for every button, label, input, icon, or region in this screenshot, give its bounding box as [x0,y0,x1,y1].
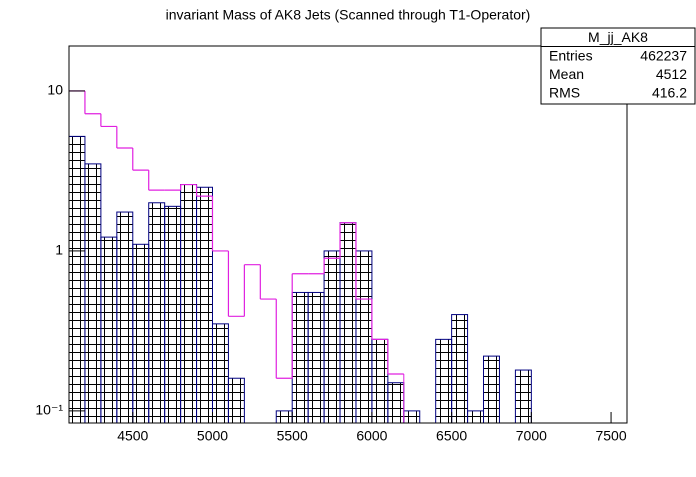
plot-frame [68,45,628,424]
hist-bar [355,250,373,424]
hist-bar-hatch [291,291,309,424]
stats-label: RMS [549,84,580,100]
hist-bar-hatch [148,202,166,424]
hist-bar [451,314,469,424]
hist-bar [84,163,102,424]
hist-bar-hatch [514,369,532,424]
hist-bar [148,202,166,424]
hist-bar-hatch [403,410,421,424]
hist-bar-hatch [355,250,373,424]
hist-bar [467,410,485,424]
x-tick-label: 6500 [436,428,467,444]
x-tick-label: 5500 [277,428,308,444]
hist-bar-hatch [84,163,102,424]
hist-bar-hatch [227,377,245,424]
stats-title: M_jj_AK8 [588,29,648,45]
hist-bar-hatch [196,186,213,424]
hist-bar [514,369,532,424]
hist-bar [339,222,357,424]
hist-bar [291,291,309,424]
hist-bar-hatch [451,314,469,424]
x-tick-label: 6000 [356,428,387,444]
y-tick-label: 10⁻¹ [35,402,63,418]
hist-bar-hatch [307,291,325,424]
hist-bar-hatch [275,410,293,424]
hist-bar [116,211,134,424]
hist-bar [323,250,341,424]
hist-bar [211,323,229,424]
hist-bar [387,382,405,424]
chart-title: invariant Mass of AK8 Jets (Scanned thro… [166,7,531,23]
hist-bar-hatch [323,250,341,424]
hist-bar-hatch [100,236,118,424]
hist-bar-hatch [435,338,453,424]
hist-bar [196,186,213,424]
hist-bar [180,184,198,424]
hist-bar-hatch [116,211,134,424]
hist-bar [164,205,182,424]
hist-bar [227,377,245,424]
stats-box [540,27,696,105]
hist-bar [403,410,421,424]
y-tick-label: 10 [47,82,63,98]
hist-bar-hatch [483,355,500,424]
x-tick-label: 5000 [197,428,228,444]
hist-bar [435,338,453,424]
stats-label: Entries [549,47,593,63]
x-tick-label: 7000 [516,428,547,444]
hist-bar [100,236,118,424]
stats-value: 4512 [656,66,687,82]
hist-bar-hatch [68,135,86,424]
hist-bar-hatch [339,222,357,424]
x-tick-label: 4500 [117,428,148,444]
hist-bar [371,338,389,424]
hist-bar [132,243,150,424]
hist-bar [68,135,86,424]
hist-bar [307,291,325,424]
hist-bar-hatch [467,410,485,424]
hist-bar-hatch [211,323,229,424]
stats-value: 416.2 [652,84,687,100]
hist-bar-hatch [387,382,405,424]
hist-bar-hatch [164,205,182,424]
hist-bar [483,355,500,424]
y-tick-label: 1 [55,242,63,258]
stats-label: Mean [549,66,584,82]
x-tick-label: 7500 [595,428,626,444]
stats-value: 462237 [640,47,687,63]
hist-bar-hatch [180,184,198,424]
hist-bar [275,410,293,424]
hist-bar-hatch [371,338,389,424]
hist-bar-hatch [132,243,150,424]
